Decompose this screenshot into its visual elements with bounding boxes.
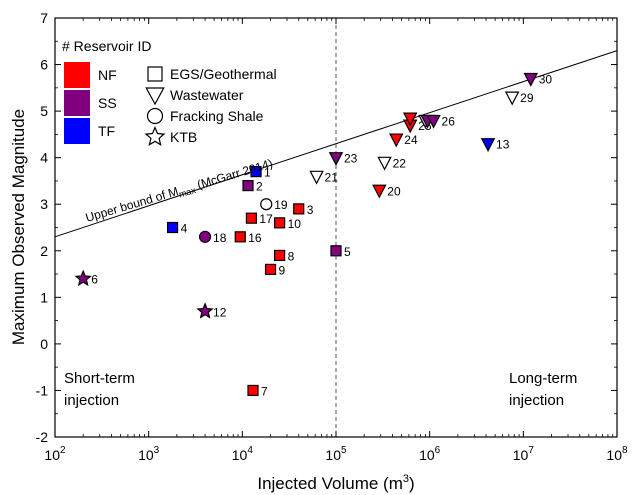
data-point-4 xyxy=(166,221,179,234)
data-point-20 xyxy=(372,184,387,199)
x-tick-label: 104 xyxy=(232,445,254,463)
annotation-short-term-injection: injection xyxy=(64,392,119,409)
point-label: 24 xyxy=(404,133,418,147)
legend-shape-star xyxy=(144,125,166,146)
data-point-13 xyxy=(480,138,496,152)
y-axis-label: Maximum Observed Magnitude xyxy=(9,109,28,345)
point-label: 17 xyxy=(259,212,273,226)
data-point-6 xyxy=(74,269,92,287)
legend-label-ss: SS xyxy=(98,95,117,111)
point-label: 29 xyxy=(520,91,534,105)
point-label: 26 xyxy=(442,114,456,128)
x-tick-label: 108 xyxy=(606,445,628,463)
x-tick-label: 102 xyxy=(44,445,66,463)
legend-label-nf: NF xyxy=(98,67,117,83)
point-label: 30 xyxy=(539,73,553,87)
data-point-10 xyxy=(274,217,286,229)
point-label: 1 xyxy=(264,166,271,180)
y-tick-label: -1 xyxy=(36,382,49,398)
point-label: 23 xyxy=(344,152,358,166)
data-point-22 xyxy=(377,156,392,171)
data-point-5 xyxy=(330,245,342,257)
data-point-29 xyxy=(504,91,520,106)
point-label: 19 xyxy=(274,198,288,212)
point-label: 16 xyxy=(248,231,262,245)
legend-shape-square xyxy=(147,66,163,82)
legend-label-square: EGS/Geothermal xyxy=(170,66,277,82)
data-point-17 xyxy=(245,212,258,224)
y-tick-label: 4 xyxy=(40,150,48,166)
legend-label-tf: TF xyxy=(98,123,115,139)
data-point-unlabeled xyxy=(402,112,418,127)
data-point-7 xyxy=(247,384,259,397)
data-point-23 xyxy=(328,152,344,166)
y-tick-label: -2 xyxy=(36,429,49,445)
point-label: 2 xyxy=(256,180,263,194)
data-point-16 xyxy=(234,231,246,243)
x-tick-label: 106 xyxy=(419,445,441,463)
point-label: 9 xyxy=(279,263,286,277)
y-tick-label: 7 xyxy=(40,10,48,26)
reference-line xyxy=(54,50,618,238)
legend-label-star: KTB xyxy=(170,129,197,145)
x-tick-label: 107 xyxy=(513,445,535,463)
x-tick-label: 103 xyxy=(138,445,160,463)
point-label: 3 xyxy=(307,203,314,217)
data-point-19 xyxy=(260,198,273,211)
annotation-long-term: Long-term xyxy=(509,370,577,387)
annotation-short-term: Short-term xyxy=(64,370,135,387)
legend-label-triangle: Wastewater xyxy=(170,87,244,103)
x-tick-label: 105 xyxy=(325,445,347,463)
point-label: 21 xyxy=(325,170,339,184)
legend-swatch-ss xyxy=(64,90,90,116)
y-tick-label: 1 xyxy=(40,289,48,305)
y-tick-label: 0 xyxy=(40,336,48,352)
data-point-8 xyxy=(274,249,286,262)
point-label: 18 xyxy=(213,231,227,245)
point-label: 6 xyxy=(91,273,98,287)
data-point-30 xyxy=(523,72,538,87)
data-point-2 xyxy=(242,180,254,192)
data-point-24 xyxy=(389,133,404,148)
legend-label-circle: Fracking Shale xyxy=(170,108,264,124)
y-tick-label: 3 xyxy=(40,196,48,212)
point-label: 12 xyxy=(213,305,227,319)
point-label: 5 xyxy=(344,245,351,259)
data-point-9 xyxy=(264,263,277,275)
data-point-18 xyxy=(198,230,212,243)
y-tick-label: 5 xyxy=(40,103,48,119)
point-label: 8 xyxy=(288,249,295,263)
point-label: 4 xyxy=(181,222,188,236)
y-tick-label: 6 xyxy=(40,57,48,73)
point-label: 20 xyxy=(387,184,401,198)
legend-swatch-tf xyxy=(64,118,90,144)
point-label: 22 xyxy=(393,156,407,170)
legend-title: # Reservoir ID xyxy=(62,38,151,54)
data-point-12 xyxy=(196,302,214,319)
legend-shape-circle xyxy=(146,107,164,125)
annotation-long-term-injection: injection xyxy=(509,392,564,409)
data-point-21 xyxy=(309,170,324,185)
legend-swatch-nf xyxy=(64,62,90,88)
point-label: 13 xyxy=(496,138,510,152)
point-label: 10 xyxy=(288,217,302,231)
point-label: 7 xyxy=(261,384,268,398)
data-point-1 xyxy=(250,166,262,178)
y-tick-label: 2 xyxy=(40,243,48,259)
legend-shape-triangle xyxy=(145,87,165,106)
data-point-26 xyxy=(426,114,441,129)
x-axis-label: Injected Volume (m3) xyxy=(257,473,414,493)
data-point-3 xyxy=(293,203,305,215)
